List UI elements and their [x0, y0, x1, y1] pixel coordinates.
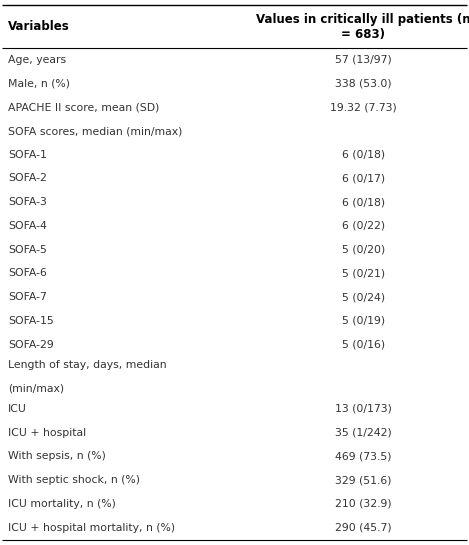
Text: SOFA-6: SOFA-6: [8, 269, 47, 278]
Text: APACHE II score, mean (SD): APACHE II score, mean (SD): [8, 102, 159, 112]
Text: SOFA-1: SOFA-1: [8, 150, 47, 160]
Text: 5 (0/16): 5 (0/16): [342, 340, 385, 350]
Text: With sepsis, n (%): With sepsis, n (%): [8, 451, 106, 462]
Text: Values in critically ill patients (n
= 683): Values in critically ill patients (n = 6…: [256, 13, 469, 41]
Text: SOFA-2: SOFA-2: [8, 173, 47, 184]
Text: 329 (51.6): 329 (51.6): [335, 475, 392, 485]
Text: (min/max): (min/max): [8, 383, 64, 393]
Text: With septic shock, n (%): With septic shock, n (%): [8, 475, 140, 485]
Text: 35 (1/242): 35 (1/242): [335, 428, 392, 438]
Text: 57 (13/97): 57 (13/97): [335, 55, 392, 65]
Text: 5 (0/19): 5 (0/19): [342, 316, 385, 326]
Text: SOFA scores, median (min/max): SOFA scores, median (min/max): [8, 126, 182, 136]
Text: 210 (32.9): 210 (32.9): [335, 499, 392, 509]
Text: SOFA-4: SOFA-4: [8, 221, 47, 231]
Text: 19.32 (7.73): 19.32 (7.73): [330, 102, 397, 112]
Text: 13 (0/173): 13 (0/173): [335, 404, 392, 414]
Text: 6 (0/18): 6 (0/18): [342, 150, 385, 160]
Text: ICU mortality, n (%): ICU mortality, n (%): [8, 499, 116, 509]
Text: 5 (0/24): 5 (0/24): [342, 292, 385, 302]
Text: Age, years: Age, years: [8, 55, 66, 65]
Text: SOFA-7: SOFA-7: [8, 292, 47, 302]
Text: SOFA-3: SOFA-3: [8, 197, 47, 207]
Text: SOFA-29: SOFA-29: [8, 340, 54, 350]
Text: 469 (73.5): 469 (73.5): [335, 451, 392, 462]
Text: 5 (0/21): 5 (0/21): [342, 269, 385, 278]
Text: 290 (45.7): 290 (45.7): [335, 523, 392, 532]
Text: 338 (53.0): 338 (53.0): [335, 78, 392, 88]
Text: 6 (0/17): 6 (0/17): [342, 173, 385, 184]
Text: ICU + hospital mortality, n (%): ICU + hospital mortality, n (%): [8, 523, 175, 532]
Text: Variables: Variables: [8, 20, 70, 33]
Text: 6 (0/18): 6 (0/18): [342, 197, 385, 207]
Text: 5 (0/20): 5 (0/20): [342, 245, 385, 255]
Text: 6 (0/22): 6 (0/22): [342, 221, 385, 231]
Text: SOFA-15: SOFA-15: [8, 316, 54, 326]
Text: SOFA-5: SOFA-5: [8, 245, 47, 255]
Text: Length of stay, days, median: Length of stay, days, median: [8, 360, 166, 371]
Text: ICU: ICU: [8, 404, 27, 414]
Text: ICU + hospital: ICU + hospital: [8, 428, 86, 438]
Text: Male, n (%): Male, n (%): [8, 78, 70, 88]
